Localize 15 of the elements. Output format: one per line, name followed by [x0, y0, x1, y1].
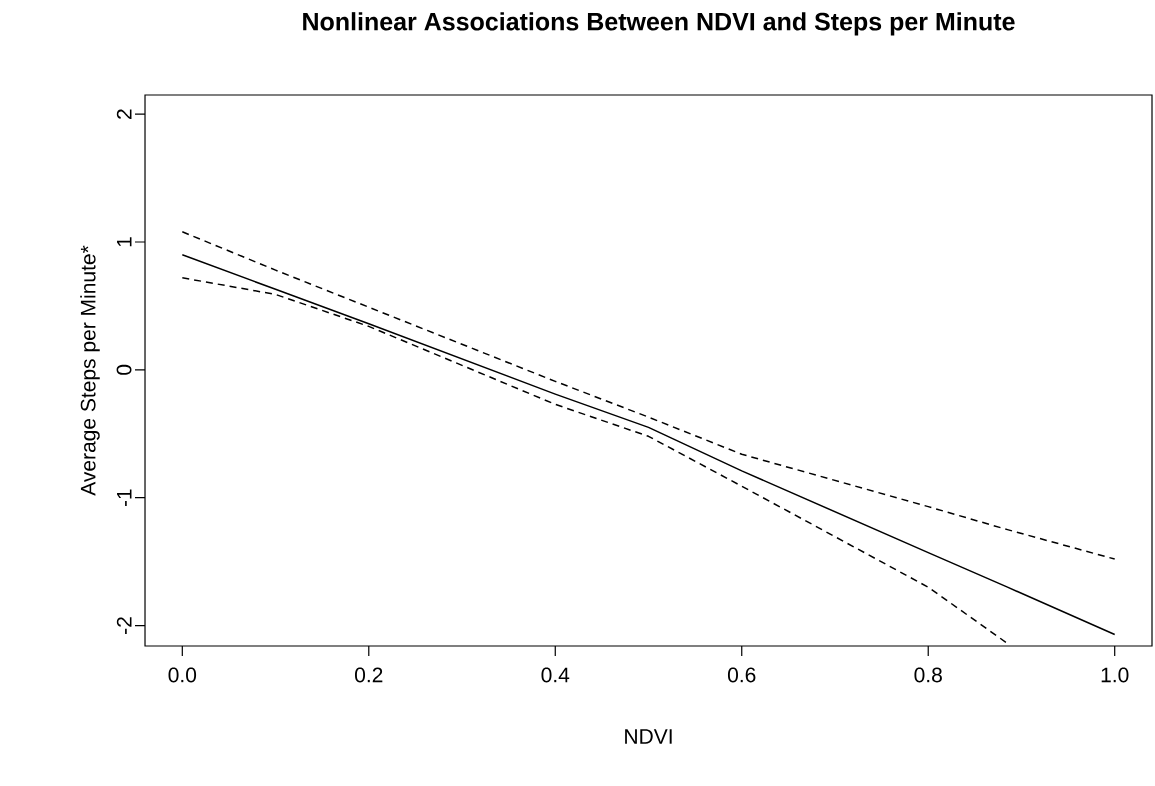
y-tick-label: -2	[116, 617, 132, 634]
y-tick-label: 1	[117, 237, 132, 247]
y-axis-title: Average Steps per Minute*	[80, 245, 100, 496]
y-tick-label: 0	[116, 364, 132, 375]
y-tick-label: 2	[116, 109, 132, 119]
x-tick-label: 0.2	[355, 667, 383, 683]
chart-title: Nonlinear Associations Between NDVI and Steps per Minute	[303, 12, 1015, 36]
y-tick-label: -1	[117, 489, 132, 507]
x-tick-label: 0.0	[168, 667, 197, 683]
x-tick-label: 0.4	[541, 667, 570, 683]
x-axis-title: NDVI	[625, 729, 672, 744]
x-tick-label: 1.0	[1101, 667, 1129, 683]
x-tick-label: 0.6	[727, 667, 756, 683]
x-tick-label: 0.8	[914, 667, 942, 683]
line-series	[181, 231, 1116, 560]
